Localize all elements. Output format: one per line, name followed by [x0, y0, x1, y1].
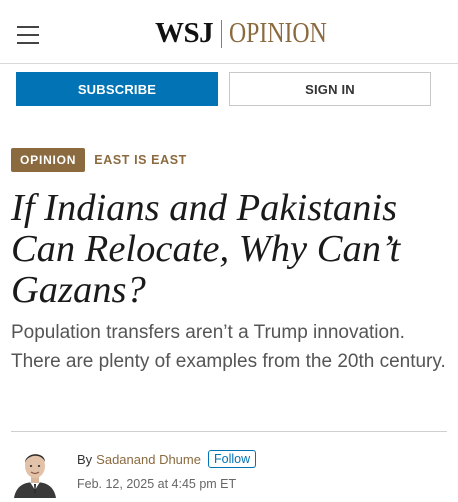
opinion-logo-text: OPINION: [229, 17, 327, 49]
author-name-link[interactable]: Sadanand Dhume: [96, 451, 201, 467]
subscribe-button[interactable]: SUBSCRIBE: [16, 72, 218, 106]
sign-in-button[interactable]: SIGN IN: [229, 72, 431, 106]
site-header: WSJ OPINION: [0, 0, 458, 64]
article-headline: If Indians and Pakistanis Can Relocate, …: [11, 187, 401, 311]
wsj-opinion-logo[interactable]: WSJ OPINION: [155, 19, 348, 48]
article-timestamp: Feb. 12, 2025 at 4:45 pm ET: [77, 477, 237, 491]
byline: By Sadanand Dhume Follow: [77, 450, 257, 468]
author-avatar[interactable]: [12, 446, 58, 498]
column-name-link[interactable]: EAST IS EAST: [94, 153, 187, 167]
byline-prefix: By: [77, 451, 93, 467]
logo-divider: [221, 19, 223, 48]
follow-author-button[interactable]: Follow: [207, 450, 257, 468]
opinion-badge[interactable]: OPINION: [11, 148, 86, 172]
article-tags: OPINION EAST IS EAST: [11, 148, 187, 172]
wsj-logo-text: WSJ: [155, 17, 214, 49]
hamburger-menu-icon[interactable]: [17, 26, 39, 44]
byline-divider: [11, 431, 447, 432]
article-dek: Population transfers aren’t a Trump inno…: [11, 322, 446, 372]
